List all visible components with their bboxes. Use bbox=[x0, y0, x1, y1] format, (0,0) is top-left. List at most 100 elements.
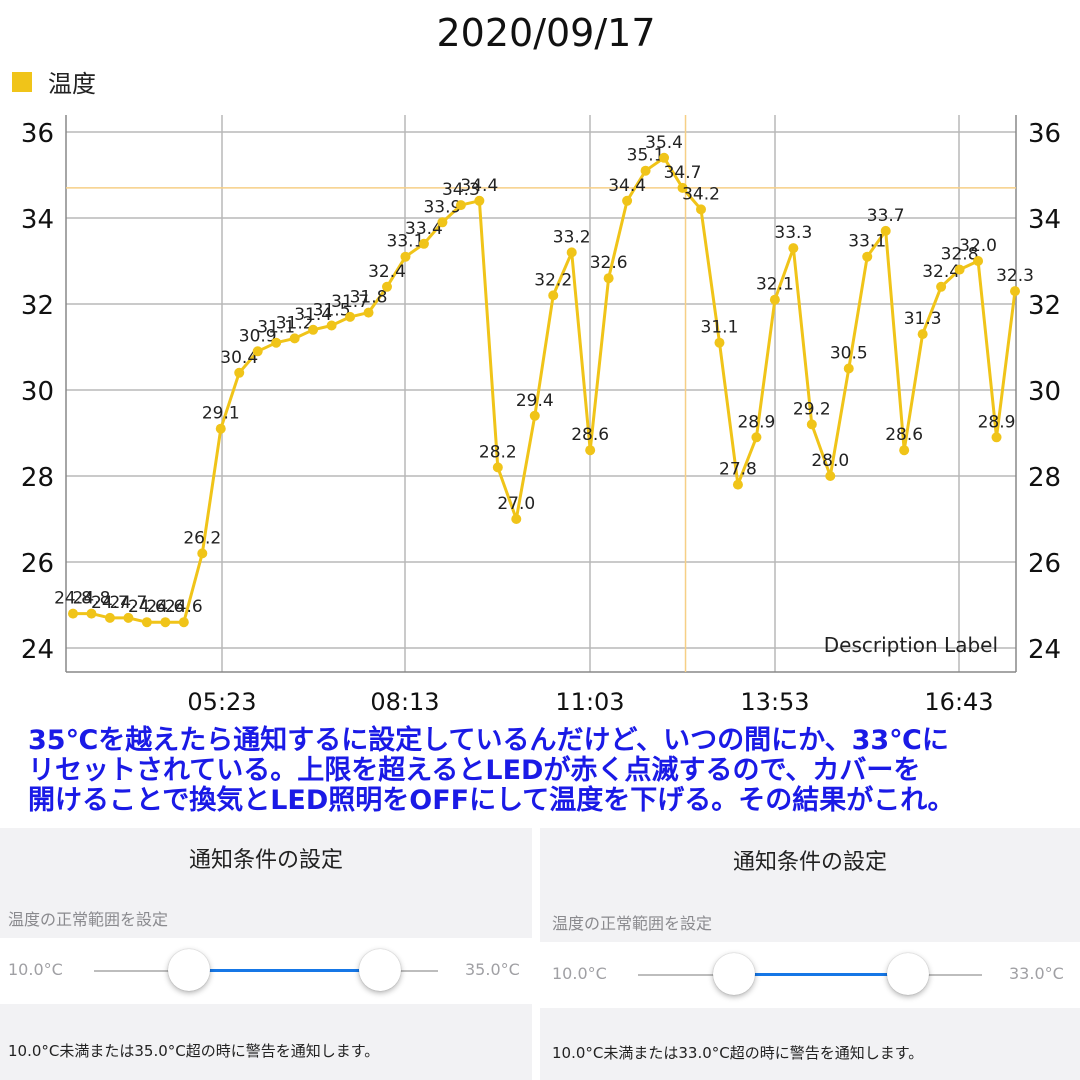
data-label: 29.1 bbox=[202, 404, 240, 424]
data-label: 30.5 bbox=[830, 344, 868, 364]
data-label: 32.6 bbox=[590, 253, 628, 273]
data-point bbox=[141, 617, 152, 628]
data-point bbox=[1010, 286, 1020, 297]
temperature-chart: 2020/09/17 温度 24 24 26 26 28 28 30 30 32 32 34 34 36 36… bbox=[12, 11, 1062, 716]
data-point bbox=[455, 200, 466, 211]
data-label: 32.2 bbox=[534, 270, 572, 290]
slider-active-range bbox=[734, 973, 908, 976]
data-label: 31.2 bbox=[276, 313, 314, 333]
y-tick-label-left: 32 bbox=[21, 291, 54, 321]
range-section-label: 温度の正常範囲を設定 bbox=[8, 910, 169, 929]
data-label: 33.3 bbox=[774, 223, 812, 243]
data-point bbox=[585, 445, 596, 456]
data-label: 26.2 bbox=[183, 528, 221, 548]
panel-title: 通知条件の設定 bbox=[732, 850, 887, 875]
data-label: 34.3 bbox=[442, 180, 480, 200]
data-point bbox=[954, 264, 965, 275]
data-point bbox=[123, 612, 134, 623]
data-point bbox=[622, 195, 633, 206]
data-label: 28.6 bbox=[571, 425, 609, 445]
data-label: 28.2 bbox=[479, 442, 517, 462]
data-label: 33.9 bbox=[423, 197, 461, 217]
y-tick-label-right: 32 bbox=[1028, 291, 1061, 321]
data-point bbox=[788, 243, 799, 254]
data-label: 33.7 bbox=[867, 206, 905, 226]
data-point bbox=[566, 247, 577, 258]
y-tick-label-right: 26 bbox=[1028, 549, 1061, 579]
data-point bbox=[178, 617, 189, 628]
data-point bbox=[529, 410, 540, 421]
data-point bbox=[696, 204, 706, 215]
series-line-temperature bbox=[73, 156, 1017, 624]
y-tick-label-left: 26 bbox=[21, 549, 54, 579]
y-tick-label-left: 24 bbox=[21, 635, 54, 665]
range-slider-row: 10.0°C 33.0°C bbox=[540, 942, 1080, 1008]
data-label: 32.1 bbox=[756, 275, 794, 295]
data-point bbox=[215, 423, 226, 434]
data-label: 32.3 bbox=[996, 266, 1034, 286]
slider-min-label: 10.0°C bbox=[552, 964, 607, 983]
data-point bbox=[677, 182, 688, 193]
x-tick-label: 13:53 bbox=[740, 688, 809, 716]
data-label: 31.4 bbox=[294, 305, 332, 325]
data-point bbox=[936, 281, 947, 292]
data-point bbox=[474, 195, 485, 206]
data-point bbox=[68, 608, 78, 619]
data-point bbox=[751, 432, 762, 443]
data-point bbox=[289, 333, 300, 344]
slider-min-label: 10.0°C bbox=[8, 960, 63, 979]
y-tick-label-right: 34 bbox=[1028, 205, 1061, 235]
y-tick-label-left: 30 bbox=[21, 377, 54, 407]
data-label: 31.7 bbox=[331, 292, 369, 312]
x-tick-label: 16:43 bbox=[924, 688, 993, 716]
data-label: 35.1 bbox=[627, 146, 665, 166]
slider-min-thumb[interactable] bbox=[713, 953, 755, 995]
notification-settings-panel-left: 通知条件の設定 温度の正常範囲を設定 10.0°C 35.0°C 10.0°C未… bbox=[0, 828, 532, 1080]
data-point bbox=[640, 165, 651, 176]
slider-min-thumb[interactable] bbox=[168, 949, 210, 991]
data-point bbox=[104, 612, 115, 623]
data-point bbox=[437, 217, 448, 228]
data-label: 27.0 bbox=[497, 494, 535, 514]
data-point bbox=[160, 617, 171, 628]
data-point bbox=[492, 462, 503, 473]
data-label: 24.8 bbox=[54, 589, 92, 609]
data-label: 32.4 bbox=[368, 262, 406, 282]
y-tick-label-right: 36 bbox=[1028, 119, 1061, 149]
legend-swatch bbox=[12, 72, 32, 92]
data-label: 32.0 bbox=[959, 236, 997, 256]
range-description: 10.0°C未満または35.0°C超の時に警告を通知します。 bbox=[8, 1042, 380, 1060]
data-label: 32.4 bbox=[922, 262, 960, 282]
data-label: 33.2 bbox=[553, 227, 591, 247]
slider-max-thumb[interactable] bbox=[359, 949, 401, 991]
data-point bbox=[843, 363, 854, 374]
data-point bbox=[400, 251, 411, 262]
y-tick-label-left: 36 bbox=[21, 119, 54, 149]
x-tick-label: 11:03 bbox=[555, 688, 624, 716]
slider-max-thumb[interactable] bbox=[887, 953, 929, 995]
data-label: 34.2 bbox=[682, 184, 720, 204]
legend-label: 温度 bbox=[48, 70, 96, 98]
description-label: Description Label bbox=[824, 633, 998, 657]
data-point bbox=[418, 238, 429, 249]
data-label: 35.4 bbox=[645, 133, 683, 153]
data-label: 31.8 bbox=[350, 288, 388, 308]
data-label: 33.1 bbox=[848, 232, 886, 252]
data-label: 33.4 bbox=[405, 219, 443, 239]
chart-svg: 2020/09/17 温度 24 24 26 26 28 28 30 30 32 32 34 34 36 36… bbox=[12, 11, 1062, 716]
data-point bbox=[769, 294, 780, 305]
notification-settings-panel-right: 通知条件の設定 温度の正常範囲を設定 10.0°C 33.0°C 10.0°C未… bbox=[540, 828, 1080, 1080]
data-label: 24.7 bbox=[109, 593, 147, 613]
data-point bbox=[308, 324, 319, 335]
data-label: 28.9 bbox=[978, 412, 1016, 432]
y-tick-label-left: 28 bbox=[21, 463, 54, 493]
caption-text: 35℃を越えたら通知するに設定しているんだけど、いつの間にか、33℃に リセット… bbox=[28, 726, 1078, 816]
data-label: 29.2 bbox=[793, 399, 831, 419]
data-label: 31.3 bbox=[904, 309, 942, 329]
y-tick-label-right: 24 bbox=[1028, 635, 1061, 665]
data-point bbox=[973, 256, 984, 266]
caption-line-1: 35℃を越えたら通知するに設定しているんだけど、いつの間にか、33℃に bbox=[28, 725, 949, 756]
x-tick-label: 05:23 bbox=[187, 688, 256, 716]
x-tick-label: 08:13 bbox=[370, 688, 439, 716]
range-slider-row: 10.0°C 35.0°C bbox=[0, 938, 532, 1004]
